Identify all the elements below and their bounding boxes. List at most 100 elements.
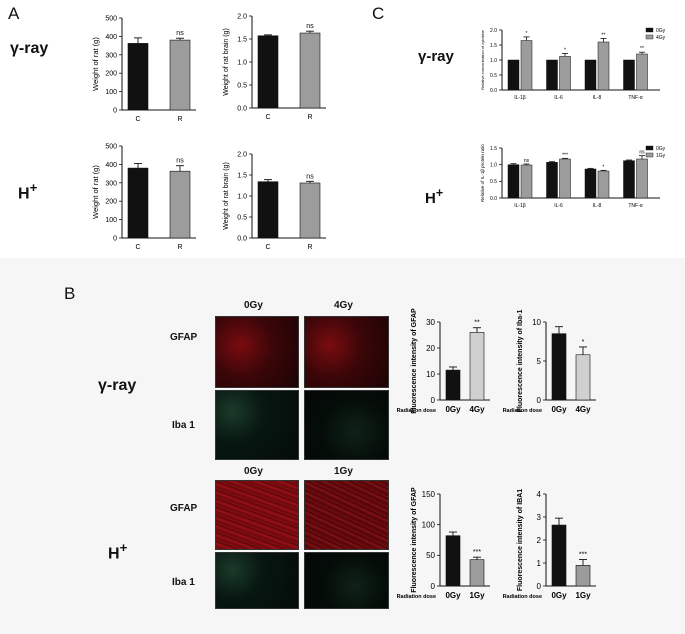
y-tick-label: 100	[105, 217, 117, 224]
significance-label: *	[526, 31, 528, 37]
panel-letter-a: A	[8, 4, 20, 23]
x-tick-label: IL-1β	[514, 203, 526, 209]
x-axis-label: Radiation dose	[503, 408, 542, 414]
chart-svg: 0.0 0.5 1.0 1.5 2.0 Relative concentration of…	[480, 28, 666, 101]
y-tick-label: 0	[431, 396, 436, 405]
micro-row-gfap: GFAP	[170, 332, 198, 343]
x-tick-label: IL-8	[593, 203, 602, 209]
y-tick-label: 1.0	[490, 162, 497, 168]
y-tick-label: 0	[537, 396, 542, 405]
bar-IL-6-1Gy	[559, 158, 571, 199]
y-tick-label: 20	[426, 344, 435, 353]
x-tick-label: 1Gy	[575, 591, 591, 600]
bar-IL-8-4Gy	[597, 41, 610, 91]
row-label-gamma-b: γ-ray	[98, 377, 137, 394]
bar-IL-8-0Gy	[584, 168, 597, 199]
micro-col-0gy: 0Gy	[244, 300, 263, 311]
micro-row-gfap-b: GFAP	[170, 503, 198, 514]
chart-svg: 0 100 200 300 400 500 Weight of rat (g) C Rns	[91, 15, 196, 123]
micro-col-4gy: 4Gy	[334, 300, 353, 311]
significance-label: ***	[579, 552, 587, 559]
chart-svg: 0 5 10 Fluorescence intensity of Iba-1 0Gy 4G…	[503, 310, 596, 414]
micrograph-gfap-0gy-hplus	[215, 480, 299, 550]
bar-IL-8-1Gy	[597, 170, 610, 199]
y-tick-label: 30	[426, 318, 435, 327]
row-label-gamma-c: γ-ray	[418, 48, 454, 65]
y-tick-label: 100	[422, 520, 436, 529]
y-tick-label: 1.5	[490, 43, 497, 49]
significance-label: **	[602, 32, 606, 38]
x-tick-label: R	[307, 244, 312, 251]
hplus-text: H	[18, 185, 30, 203]
micrograph-iba1-4gy-gamma	[304, 390, 389, 460]
x-axis-label: Radiation dose	[397, 594, 436, 600]
bar-1Gy	[469, 559, 485, 587]
y-tick-label: 0.0	[490, 196, 497, 202]
bar-TNF-α-1Gy	[636, 158, 648, 199]
y-axis-label: Weight of rat brain (g)	[223, 28, 230, 96]
y-tick-label: 1.5	[237, 36, 247, 43]
significance-label: *	[564, 47, 566, 53]
y-tick-label: 0.5	[237, 82, 247, 89]
y-tick-label: 0	[537, 582, 542, 591]
chart-svg: 0 50 100 150 Fluorescence intensity of GFAP 0…	[397, 487, 490, 600]
x-tick-label: IL-6	[554, 203, 563, 209]
bar-R	[299, 182, 321, 239]
x-tick-label: 0Gy	[551, 591, 567, 600]
hplus-sup: +	[29, 180, 38, 195]
y-axis-label: Relative concentration of cytokine	[480, 29, 485, 90]
y-tick-label: 300	[105, 180, 117, 187]
chart-c2-protein-hplus: 0.0 0.5 1.0 1.5 Relative of IL-1β protein ra…	[476, 142, 676, 247]
significance-label: *	[603, 164, 605, 170]
y-axis-label: Fluorescence intensity of Iba-1	[517, 310, 524, 413]
x-tick-label: 0Gy	[445, 405, 461, 414]
x-tick-label: 4Gy	[575, 405, 591, 414]
x-tick-label: C	[135, 244, 140, 251]
y-tick-label: 0.5	[237, 214, 247, 221]
y-axis-label: Weight of rat (g)	[91, 37, 100, 91]
y-tick-label: 0.0	[237, 105, 247, 112]
bar-IL-1β-1Gy	[520, 164, 533, 199]
y-tick-label: 2.0	[237, 13, 247, 20]
significance-label: **	[474, 320, 480, 327]
bar-IL-1β-4Gy	[520, 40, 533, 91]
y-axis-label: Fluorescence intensity of GFAP	[411, 308, 418, 414]
x-axis-label: Radiation dose	[397, 408, 436, 414]
bar-C	[257, 35, 279, 109]
y-tick-label: 400	[105, 34, 117, 41]
y-tick-label: 3	[537, 513, 542, 522]
bar-C	[257, 181, 279, 239]
x-tick-label: IL-6	[554, 95, 563, 101]
y-axis-label: Weight of rat brain (g)	[223, 162, 230, 230]
micrograph-iba1-1gy-hplus	[304, 552, 389, 609]
y-tick-label: 200	[105, 199, 117, 206]
x-tick-label: 4Gy	[469, 405, 485, 414]
significance-label: ns	[639, 150, 645, 156]
significance-label: *	[582, 339, 585, 346]
legend-label-4Gy: 4Gy	[656, 35, 666, 41]
y-axis-label: Relative of IL-1β protein ratio	[480, 144, 485, 202]
chart-svg: 0 10 20 30 Fluorescence intensity of GFAP 0Gy…	[397, 308, 490, 414]
significance-label: ***	[473, 549, 481, 556]
y-tick-label: 0.0	[490, 88, 497, 94]
significance-label: ns	[176, 30, 184, 37]
bar-IL-6-4Gy	[559, 56, 571, 91]
x-tick-label: R	[307, 114, 312, 121]
bar-1Gy	[575, 565, 591, 587]
x-tick-label: 0Gy	[551, 405, 567, 414]
chart-c1-cytokine-gamma: 0.0 0.5 1.0 1.5 2.0 Relative concentration of…	[476, 24, 676, 139]
legend-swatch-1Gy	[645, 152, 654, 158]
y-tick-label: 200	[105, 71, 117, 78]
y-tick-label: 500	[105, 143, 117, 150]
bar-C	[127, 167, 149, 239]
bar-TNF-α-0Gy	[623, 160, 635, 199]
micrograph-gfap-0gy-gamma	[215, 316, 299, 388]
y-tick-label: 1.5	[490, 146, 497, 152]
panel-letter-b: B	[64, 284, 76, 303]
y-tick-label: 1	[537, 559, 542, 568]
row-label-hplus-b: H+	[108, 540, 127, 563]
micrograph-gfap-1gy-hplus	[304, 480, 389, 550]
chart-a4-brain-weight-hplus: 0.0 0.5 1.0 1.5 2.0 Weight of rat brain (g) C R…	[216, 148, 326, 273]
bar-0Gy	[551, 333, 567, 401]
